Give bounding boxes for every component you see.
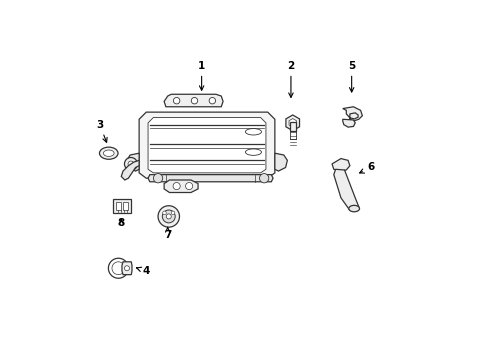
Circle shape: [128, 161, 134, 167]
Polygon shape: [148, 175, 272, 182]
Circle shape: [173, 98, 180, 104]
Ellipse shape: [245, 149, 261, 156]
Polygon shape: [126, 153, 139, 171]
FancyBboxPatch shape: [123, 202, 128, 210]
Ellipse shape: [348, 205, 359, 212]
Polygon shape: [164, 94, 223, 107]
Circle shape: [162, 210, 175, 223]
Circle shape: [124, 157, 137, 170]
Circle shape: [191, 98, 197, 104]
Text: 7: 7: [163, 227, 171, 240]
Circle shape: [158, 206, 179, 227]
Circle shape: [153, 174, 163, 183]
Circle shape: [209, 98, 215, 104]
Polygon shape: [148, 117, 265, 173]
Ellipse shape: [245, 129, 261, 135]
Circle shape: [112, 262, 124, 275]
Circle shape: [173, 183, 180, 190]
FancyBboxPatch shape: [113, 199, 131, 213]
Text: 1: 1: [198, 61, 205, 90]
Polygon shape: [331, 158, 349, 171]
Polygon shape: [122, 262, 132, 275]
Polygon shape: [139, 112, 274, 178]
Polygon shape: [274, 153, 287, 171]
Text: 8: 8: [118, 218, 124, 228]
Polygon shape: [342, 119, 354, 127]
Text: 3: 3: [96, 120, 107, 142]
FancyBboxPatch shape: [289, 122, 295, 131]
Polygon shape: [164, 180, 198, 193]
Polygon shape: [288, 118, 296, 127]
FancyBboxPatch shape: [116, 202, 121, 210]
Circle shape: [185, 183, 192, 190]
Polygon shape: [342, 107, 362, 121]
Text: 6: 6: [359, 162, 374, 173]
Text: 4: 4: [136, 266, 150, 276]
Polygon shape: [285, 115, 299, 131]
Circle shape: [259, 174, 268, 183]
Text: 2: 2: [287, 61, 294, 98]
Circle shape: [166, 214, 171, 219]
Polygon shape: [333, 169, 358, 210]
Circle shape: [163, 211, 166, 215]
Circle shape: [171, 211, 175, 215]
Polygon shape: [121, 160, 139, 180]
Circle shape: [124, 266, 129, 271]
Ellipse shape: [99, 147, 118, 159]
Ellipse shape: [103, 150, 114, 157]
Text: 5: 5: [347, 61, 355, 92]
